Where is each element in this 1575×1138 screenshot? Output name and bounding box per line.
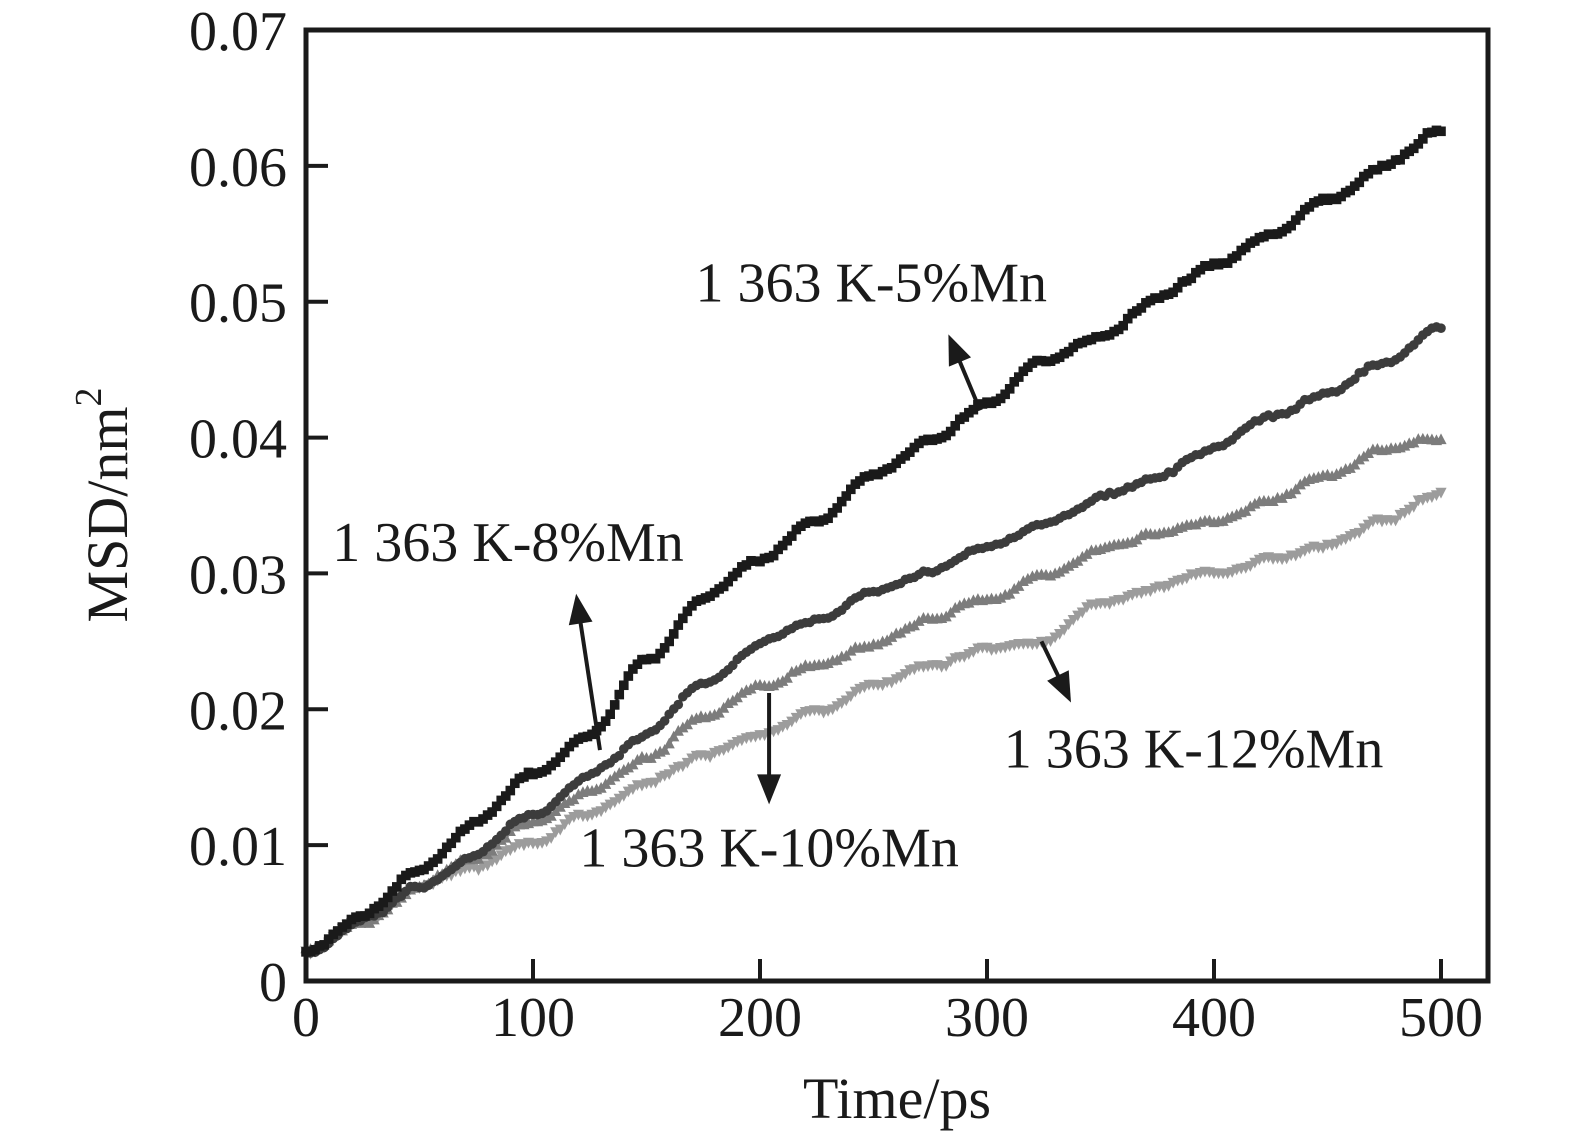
annotation-arrowhead [757,774,782,805]
series-1-363-k-8-mn [301,322,1446,958]
y-tick-label-0.03: 0.03 [189,544,287,606]
y-tick-label-0.05: 0.05 [189,273,287,335]
series-markers-circle [301,322,1446,958]
annotation-arrow-line [955,355,983,412]
tick-marks-layer [306,163,1443,981]
y-axis-title: MSD/nm2 [68,388,140,623]
annotation-1-363-k-5-mn: 1 363 K-5%Mn [695,252,1047,412]
plot-area-frame [303,27,1491,984]
x-tick-label-300: 300 [945,987,1029,1049]
annotation-label: 1 363 K-8%Mn [332,512,684,574]
y-tick-label-0.01: 0.01 [189,816,287,878]
series-markers-square [301,125,1446,957]
y-tick-label-0.07: 0.07 [189,1,287,63]
y-tick-label-0.04: 0.04 [189,409,287,471]
annotation-label: 1 363 K-10%Mn [579,818,959,880]
x-tick-label-400: 400 [1172,987,1256,1049]
tick-labels-layer: 0 100 200 300 400 500 0 0.01 0.02 0.03 0.04 0.05 0.0… [189,1,1483,1049]
annotation-label: 1 363 K-12%Mn [1004,718,1384,780]
annotation-1-363-k-12-mn: 1 363 K-12%Mn [1004,640,1384,780]
annotation-1-363-k-8-mn: 1 363 K-8%Mn [332,512,684,751]
x-tick-label-500: 500 [1399,987,1483,1049]
y-tick-label-0: 0 [259,952,287,1014]
series-1-363-k-5-mn [301,125,1446,957]
annotation-arrowhead [1047,670,1071,703]
annotation-1-363-k-10-mn: 1 363 K-10%Mn [579,692,959,880]
annotations-layer: 1 363 K-5%Mn 1 363 K-8%Mn 1 363 K-10%Mn 1 3… [332,252,1383,879]
x-tick-label-200: 200 [718,987,802,1049]
annotation-arrow-line [577,617,602,751]
x-axis-title: Time/ps [803,1066,991,1131]
y-tick-label-0.02: 0.02 [189,680,287,742]
y-tick-label-0.06: 0.06 [189,137,287,199]
annotation-arrow-line [1039,640,1063,682]
annotation-arrowhead [568,593,593,626]
x-tick-label-0: 0 [292,987,320,1049]
annotation-arrowhead [948,334,972,367]
annotation-label: 1 363 K-5%Mn [695,252,1047,314]
x-tick-label-100: 100 [491,987,575,1049]
